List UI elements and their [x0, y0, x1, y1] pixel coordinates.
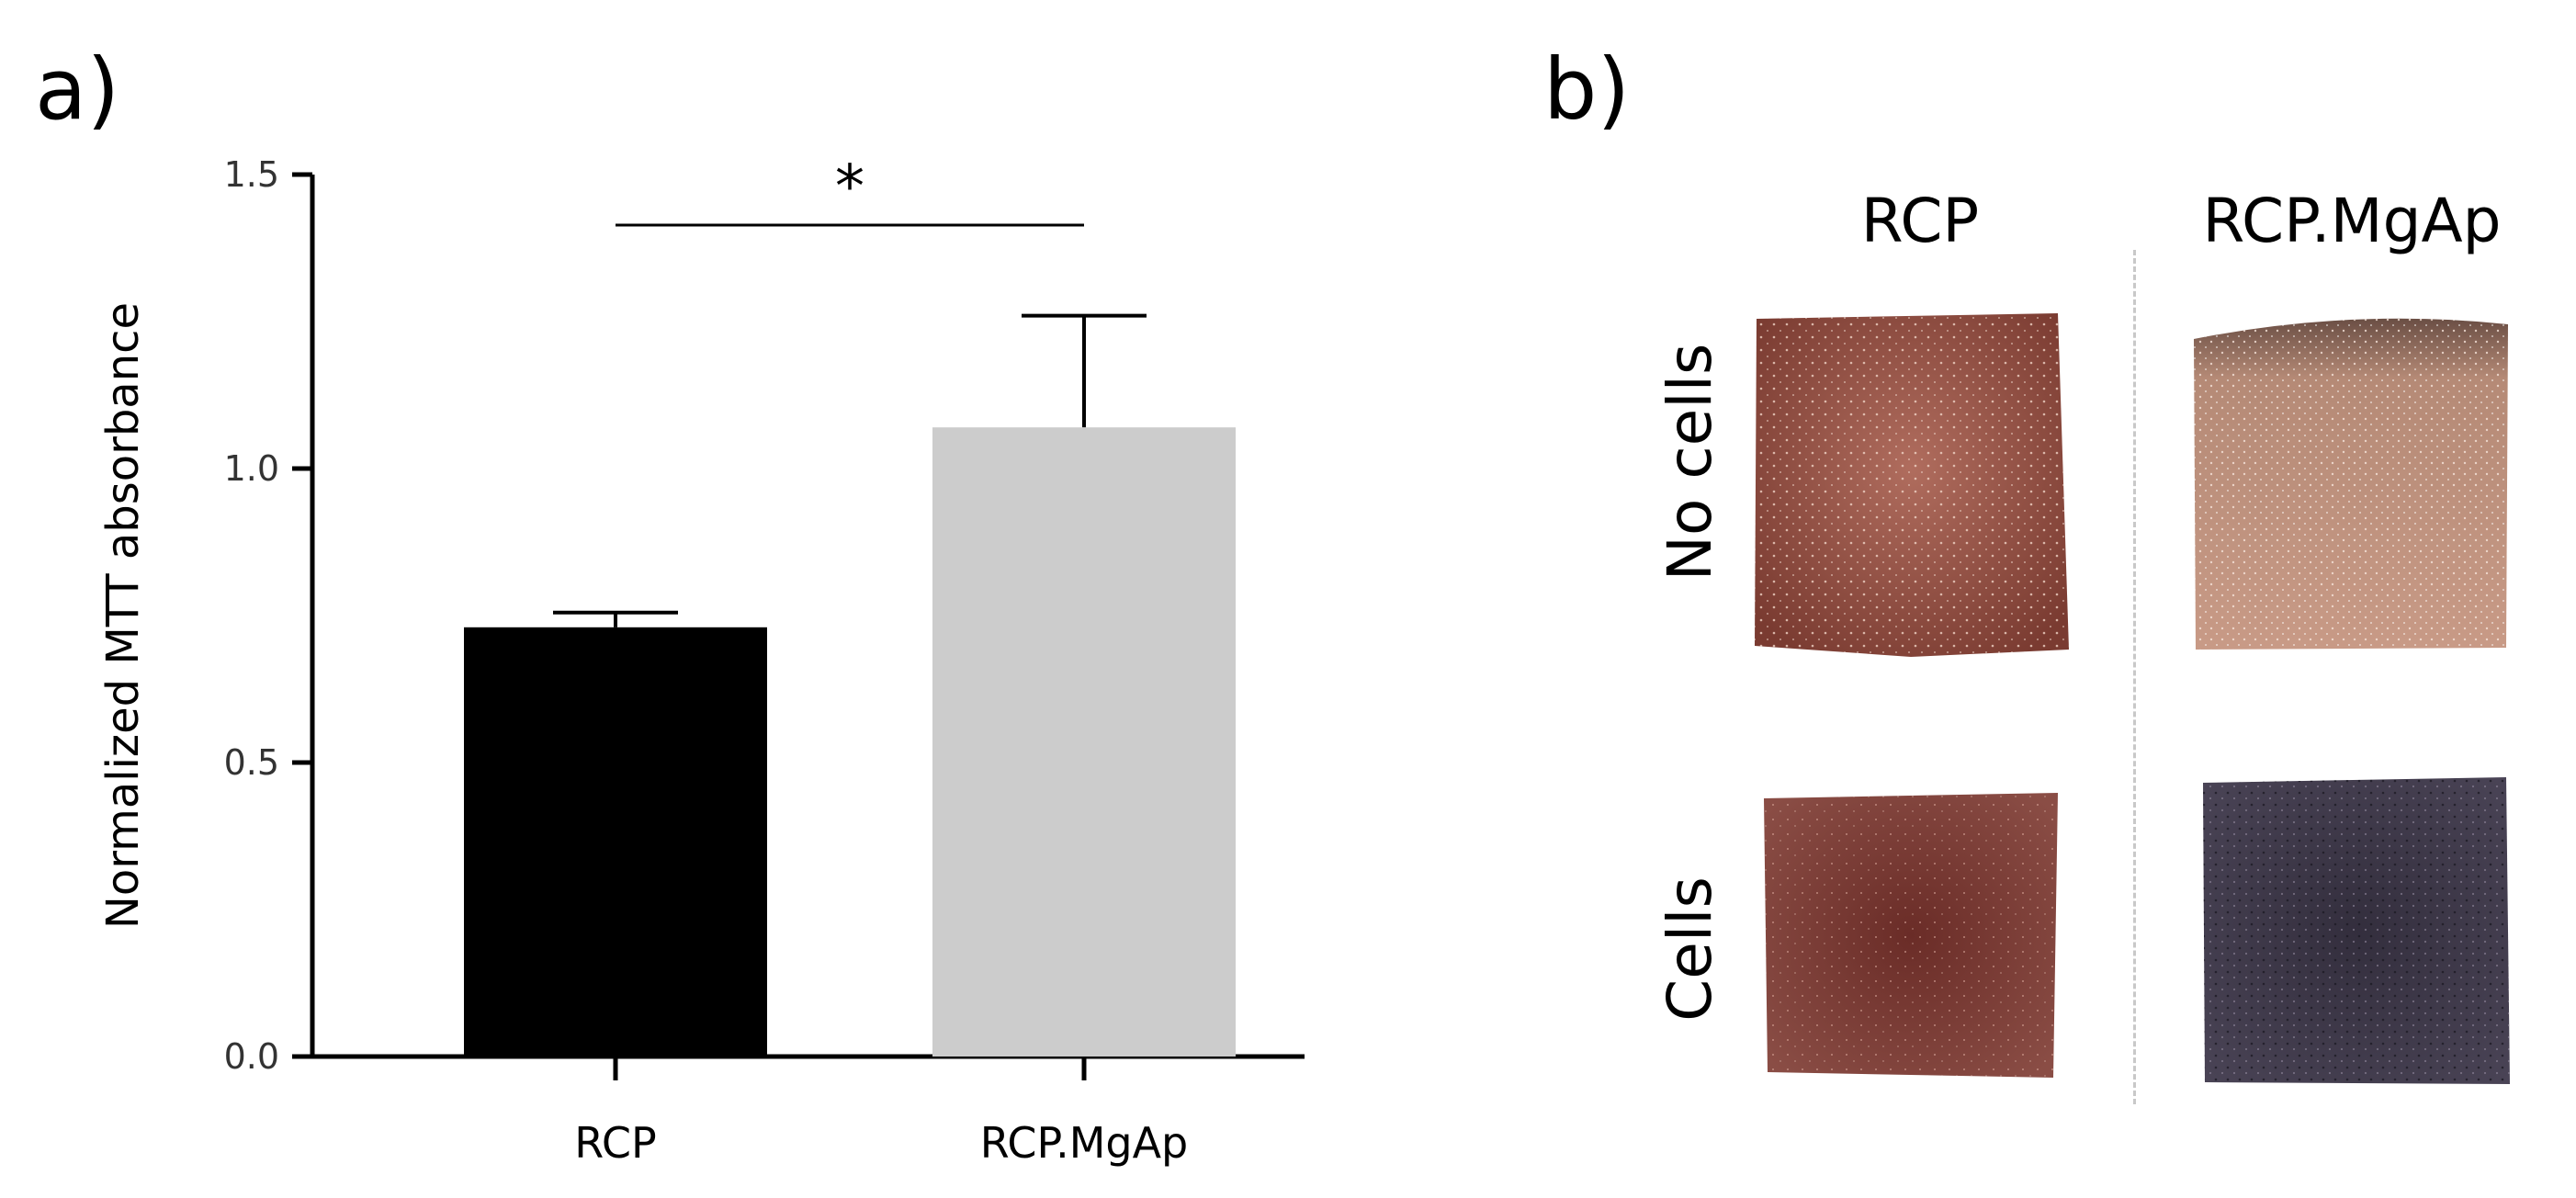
sample-no-cells-rcp — [1755, 313, 2069, 657]
bar-rcp — [464, 627, 767, 1057]
row-header-cells: Cells — [1655, 876, 1725, 1022]
panel-a-label: a) — [35, 40, 120, 139]
y-axis-label: Normalized MTT absorbance — [97, 302, 149, 929]
sample-cells-rcp — [1764, 793, 2058, 1078]
significance-star: * — [835, 153, 864, 221]
y-tick-label: 0.5 — [224, 742, 279, 783]
sample-cells-rcp-mgap — [2203, 777, 2510, 1084]
y-tick-label: 0.0 — [224, 1036, 279, 1077]
column-header-rcp-mgap: RCP.MgAp — [2202, 186, 2502, 256]
column-divider — [2133, 250, 2136, 1104]
sample-no-cells-rcp-mgap — [2194, 318, 2508, 650]
x-category-label: RCP.MgAp — [980, 1118, 1189, 1168]
bar-chart: 0.0 0.5 1.0 1.5 Normalized MTT absorbance RCP… — [97, 153, 1305, 1168]
row-header-no-cells: No cells — [1655, 343, 1725, 582]
bar-rcp-mgap — [932, 427, 1236, 1057]
column-header-rcp: RCP — [1860, 186, 1980, 256]
panel-b-label: b) — [1543, 40, 1631, 139]
y-tick-label: 1.0 — [224, 448, 279, 489]
x-category-label: RCP — [574, 1118, 657, 1168]
y-tick-label: 1.5 — [224, 154, 279, 195]
